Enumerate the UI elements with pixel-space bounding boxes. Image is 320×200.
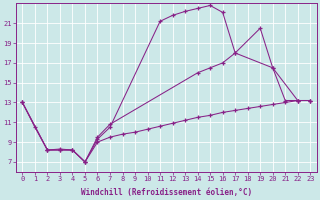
X-axis label: Windchill (Refroidissement éolien,°C): Windchill (Refroidissement éolien,°C) — [81, 188, 252, 197]
